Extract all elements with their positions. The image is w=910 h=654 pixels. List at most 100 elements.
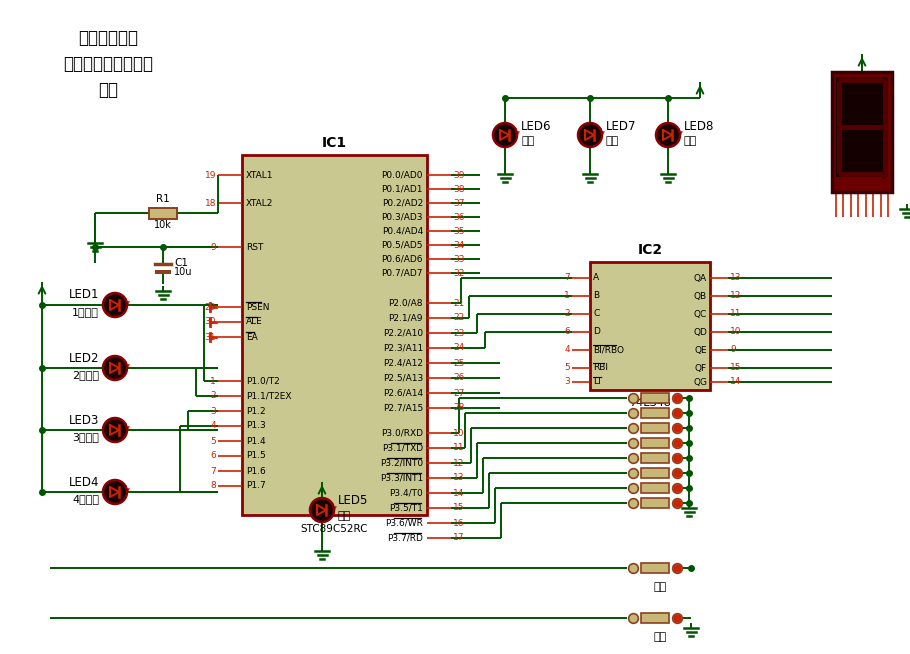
Text: 开始: 开始 [653,582,667,592]
Text: R1: R1 [157,194,170,203]
Text: P0.6/AD6: P0.6/AD6 [381,254,423,264]
Bar [641,563,669,573]
Text: 35: 35 [453,226,464,235]
Text: P3.3/INT1: P3.3/INT1 [379,473,423,483]
Text: P2.2/A10: P2.2/A10 [383,328,423,337]
Text: 11: 11 [730,309,742,318]
Text: 17: 17 [453,534,464,543]
Text: P1.2: P1.2 [246,407,266,415]
Text: QA: QA [693,273,707,283]
Text: STC89C52RC: STC89C52RC [300,524,369,534]
Text: P1.0/T2: P1.0/T2 [246,377,279,385]
Text: 3号选手: 3号选手 [72,432,99,442]
Text: P3.7/RD: P3.7/RD [387,534,423,543]
Text: 5: 5 [564,364,570,373]
Text: 4: 4 [210,421,216,430]
Text: P3.1/TXD: P3.1/TXD [382,443,423,453]
Bar [641,408,669,418]
Text: P1.6: P1.6 [246,466,266,475]
Text: 2号选手: 2号选手 [72,370,99,380]
Text: 36: 36 [453,213,464,222]
Text: P0.2/AD2: P0.2/AD2 [382,199,423,207]
Bar [832,72,892,192]
Text: QF: QF [695,364,707,373]
Text: P2.0/A8: P2.0/A8 [389,298,423,307]
Text: P2.1/A9: P2.1/A9 [389,313,423,322]
Circle shape [493,123,517,147]
Circle shape [103,418,127,442]
Text: 23: 23 [453,328,464,337]
Bar [836,77,888,177]
Text: LED1: LED1 [68,288,99,301]
Text: 38: 38 [453,184,464,194]
Text: P0.0/AD0: P0.0/AD0 [381,171,423,179]
Text: 10: 10 [730,328,742,337]
Text: P0.7/AD7: P0.7/AD7 [381,269,423,277]
Text: QD: QD [693,328,707,337]
Text: 12: 12 [730,292,742,300]
Text: P3.2/INT0: P3.2/INT0 [379,458,423,468]
Bar [641,483,669,493]
Bar [155,270,171,274]
Text: 13: 13 [453,473,464,483]
Text: LED5: LED5 [338,494,369,508]
Text: D: D [593,328,600,337]
Text: 28: 28 [453,404,464,413]
Text: XTAL2: XTAL2 [246,199,273,207]
Text: 违规: 违规 [338,511,351,521]
Text: 1号选手: 1号选手 [72,307,99,317]
Text: P2.7/A15: P2.7/A15 [383,404,423,413]
Text: C1: C1 [174,258,188,268]
Circle shape [103,480,127,504]
Text: P2.5/A13: P2.5/A13 [383,373,423,383]
Text: QG: QG [693,377,707,387]
Text: 10: 10 [453,428,464,438]
Text: 15: 15 [453,504,464,513]
Bar [641,498,669,508]
Text: P0.5/AD5: P0.5/AD5 [381,241,423,249]
Circle shape [578,123,602,147]
Text: 6: 6 [564,328,570,337]
Text: P3.4/T0: P3.4/T0 [389,489,423,498]
Text: LED4: LED4 [68,475,99,489]
Text: 21: 21 [453,298,464,307]
Text: C: C [593,309,600,318]
Text: 34: 34 [453,241,464,249]
Text: QB: QB [693,292,707,300]
Text: 37: 37 [453,199,464,207]
Text: P2.4/A12: P2.4/A12 [383,358,423,368]
Text: ALE: ALE [246,317,263,326]
Text: 22: 22 [453,313,464,322]
Text: XTAL1: XTAL1 [246,171,274,179]
Text: 7: 7 [564,273,570,283]
Text: LED2: LED2 [68,351,99,364]
Text: LED6: LED6 [521,120,551,133]
Circle shape [103,356,127,380]
Text: RST: RST [246,243,263,252]
Text: B: B [593,292,599,300]
Text: BI/RBO: BI/RBO [593,345,624,354]
Text: 2: 2 [564,309,570,318]
Text: 4号选手: 4号选手 [72,494,99,504]
Text: 32: 32 [453,269,464,277]
Text: P3.5/T1: P3.5/T1 [389,504,423,513]
Text: 信息科学与技术学院: 信息科学与技术学院 [63,55,153,73]
Text: P2.3/A11: P2.3/A11 [383,343,423,353]
Text: P0.4/AD4: P0.4/AD4 [382,226,423,235]
Text: 3: 3 [564,377,570,387]
Text: 30: 30 [205,317,216,326]
Circle shape [310,498,334,522]
Text: QE: QE [694,345,707,354]
Text: 8: 8 [210,481,216,490]
Bar [641,453,669,463]
Text: RBI: RBI [593,364,608,373]
Text: EA: EA [246,332,258,341]
Text: 7: 7 [210,466,216,475]
Text: 39: 39 [453,171,464,179]
Text: 10u: 10u [174,267,193,277]
Text: 9: 9 [210,243,216,252]
Text: 27: 27 [453,388,464,398]
Text: P1.7: P1.7 [246,481,266,490]
Text: P1.1/T2EX: P1.1/T2EX [246,392,291,400]
Text: 19: 19 [205,171,216,179]
